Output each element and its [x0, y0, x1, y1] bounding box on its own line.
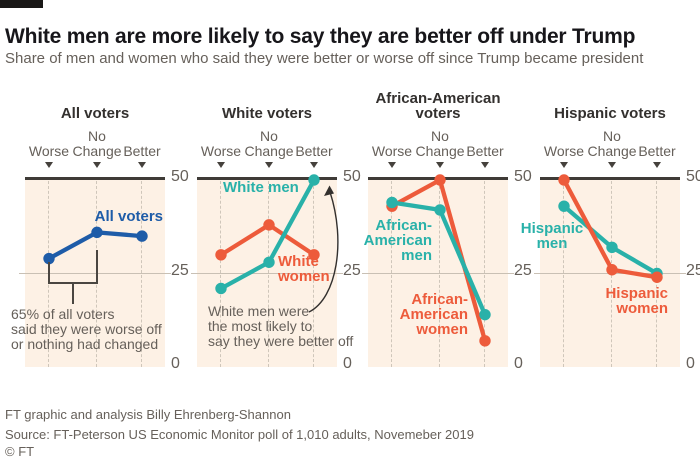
y-tick-label: 50 [343, 168, 361, 185]
axis-marker-triangle-icon [92, 162, 101, 168]
annotation-arrow [308, 185, 339, 313]
gridline [313, 181, 314, 367]
gridline-25 [19, 273, 171, 274]
ft-top-rule [0, 0, 43, 8]
chart-band: All voters Worse No Change Better 50 25 0… [0, 88, 700, 398]
panel-title: White voters [221, 105, 312, 122]
axis-marker-triangle-icon [607, 162, 616, 168]
footer-credit: FT graphic and analysis Billy Ehrenberg-… [5, 407, 291, 422]
category-label-better: Better [638, 143, 676, 159]
category-label-no-change: No Change [244, 128, 294, 159]
y-tick-label: 25 [171, 262, 189, 279]
page-title: White men are more likely to say they ar… [5, 25, 636, 49]
category-label-worse: Worse [28, 143, 70, 159]
axis-marker-triangle-icon [44, 162, 53, 168]
chart-canvas [386, 174, 491, 347]
y-tick-label: 50 [171, 168, 189, 185]
chart-canvas [43, 226, 148, 265]
series-label-hispanic-women: Hispanic women [605, 285, 668, 317]
category-label-no-change: No Change [587, 128, 637, 159]
category-label-better: Better [466, 143, 504, 159]
panel-title: African-American voters [375, 90, 501, 122]
gridline-25 [362, 273, 514, 274]
gridline-25 [191, 273, 343, 274]
footer-source: Source: FT-Peterson US Economic Monitor … [5, 427, 474, 442]
annotation-white-men: White men were the most likely to say th… [208, 303, 354, 350]
category-label-worse: Worse [371, 143, 413, 159]
series-label-african-american-women: African- American women [399, 291, 468, 338]
gridline [391, 181, 392, 367]
plot-area [534, 174, 686, 367]
gridline [141, 181, 142, 367]
axis-marker-triangle-icon [435, 162, 444, 168]
axis-marker-triangle-icon [216, 162, 225, 168]
panel-hispanic-voters: Hispanic voters Worse No Change Better 50… [521, 88, 700, 388]
footer-copyright: © FT [5, 444, 35, 459]
series-label-white-men: White men [223, 179, 299, 196]
panel-title: Hispanic voters [554, 105, 666, 122]
series-label-white-women: White women [278, 253, 330, 285]
category-label-better: Better [295, 143, 333, 159]
gridline [220, 181, 221, 367]
category-label-no-change: No Change [72, 128, 122, 159]
panel-all-voters: All voters Worse No Change Better 50 25 0… [11, 88, 189, 388]
gridline [484, 181, 485, 367]
category-label-worse: Worse [200, 143, 242, 159]
chart-canvas [558, 174, 663, 283]
axis-marker-triangle-icon [309, 162, 318, 168]
series-label-all-voters: All voters [94, 208, 163, 225]
gridline [563, 181, 564, 367]
axis-marker-triangle-icon [387, 162, 396, 168]
axis-marker-triangle-icon [137, 162, 146, 168]
y-tick-label: 0 [171, 355, 180, 372]
axis-marker-triangle-icon [652, 162, 661, 168]
chart-subtitle: Share of men and women who said they wer… [5, 50, 644, 67]
category-label-worse: Worse [543, 143, 585, 159]
y-tick-label: 50 [514, 168, 532, 185]
panel-white-voters: White voters Worse No Change Better 50 25… [191, 88, 361, 388]
y-tick-label: 25 [514, 262, 532, 279]
bracket-left [48, 262, 50, 283]
plot-area [362, 174, 514, 367]
axis-marker-triangle-icon [480, 162, 489, 168]
y-tick-label: 25 [343, 262, 361, 279]
bracket-stem [72, 283, 74, 304]
y-tick-label: 0 [343, 355, 352, 372]
y-tick-label: 0 [686, 355, 695, 372]
axis-marker-triangle-icon [559, 162, 568, 168]
series-label-hispanic-men: Hispanic men [520, 220, 584, 252]
gridline [268, 181, 269, 367]
annotation-all-voters: 65% of all voters said they were worse o… [11, 306, 162, 353]
bracket-bottom [48, 282, 98, 284]
category-label-no-change: No Change [415, 128, 465, 159]
panel-title: All voters [60, 105, 130, 122]
category-label-better: Better [123, 143, 161, 159]
gridline [439, 181, 440, 367]
axis-marker-triangle-icon [264, 162, 273, 168]
y-tick-label: 50 [686, 168, 700, 185]
panel-african-american-voters: African-American voters Worse No Change B… [362, 88, 532, 388]
plot-area [191, 174, 343, 367]
bracket-right [96, 250, 98, 283]
y-tick-label: 0 [514, 355, 523, 372]
y-tick-label: 25 [686, 262, 700, 279]
chart-canvas [215, 174, 320, 295]
series-label-african-american-men: African- American men [363, 217, 432, 264]
